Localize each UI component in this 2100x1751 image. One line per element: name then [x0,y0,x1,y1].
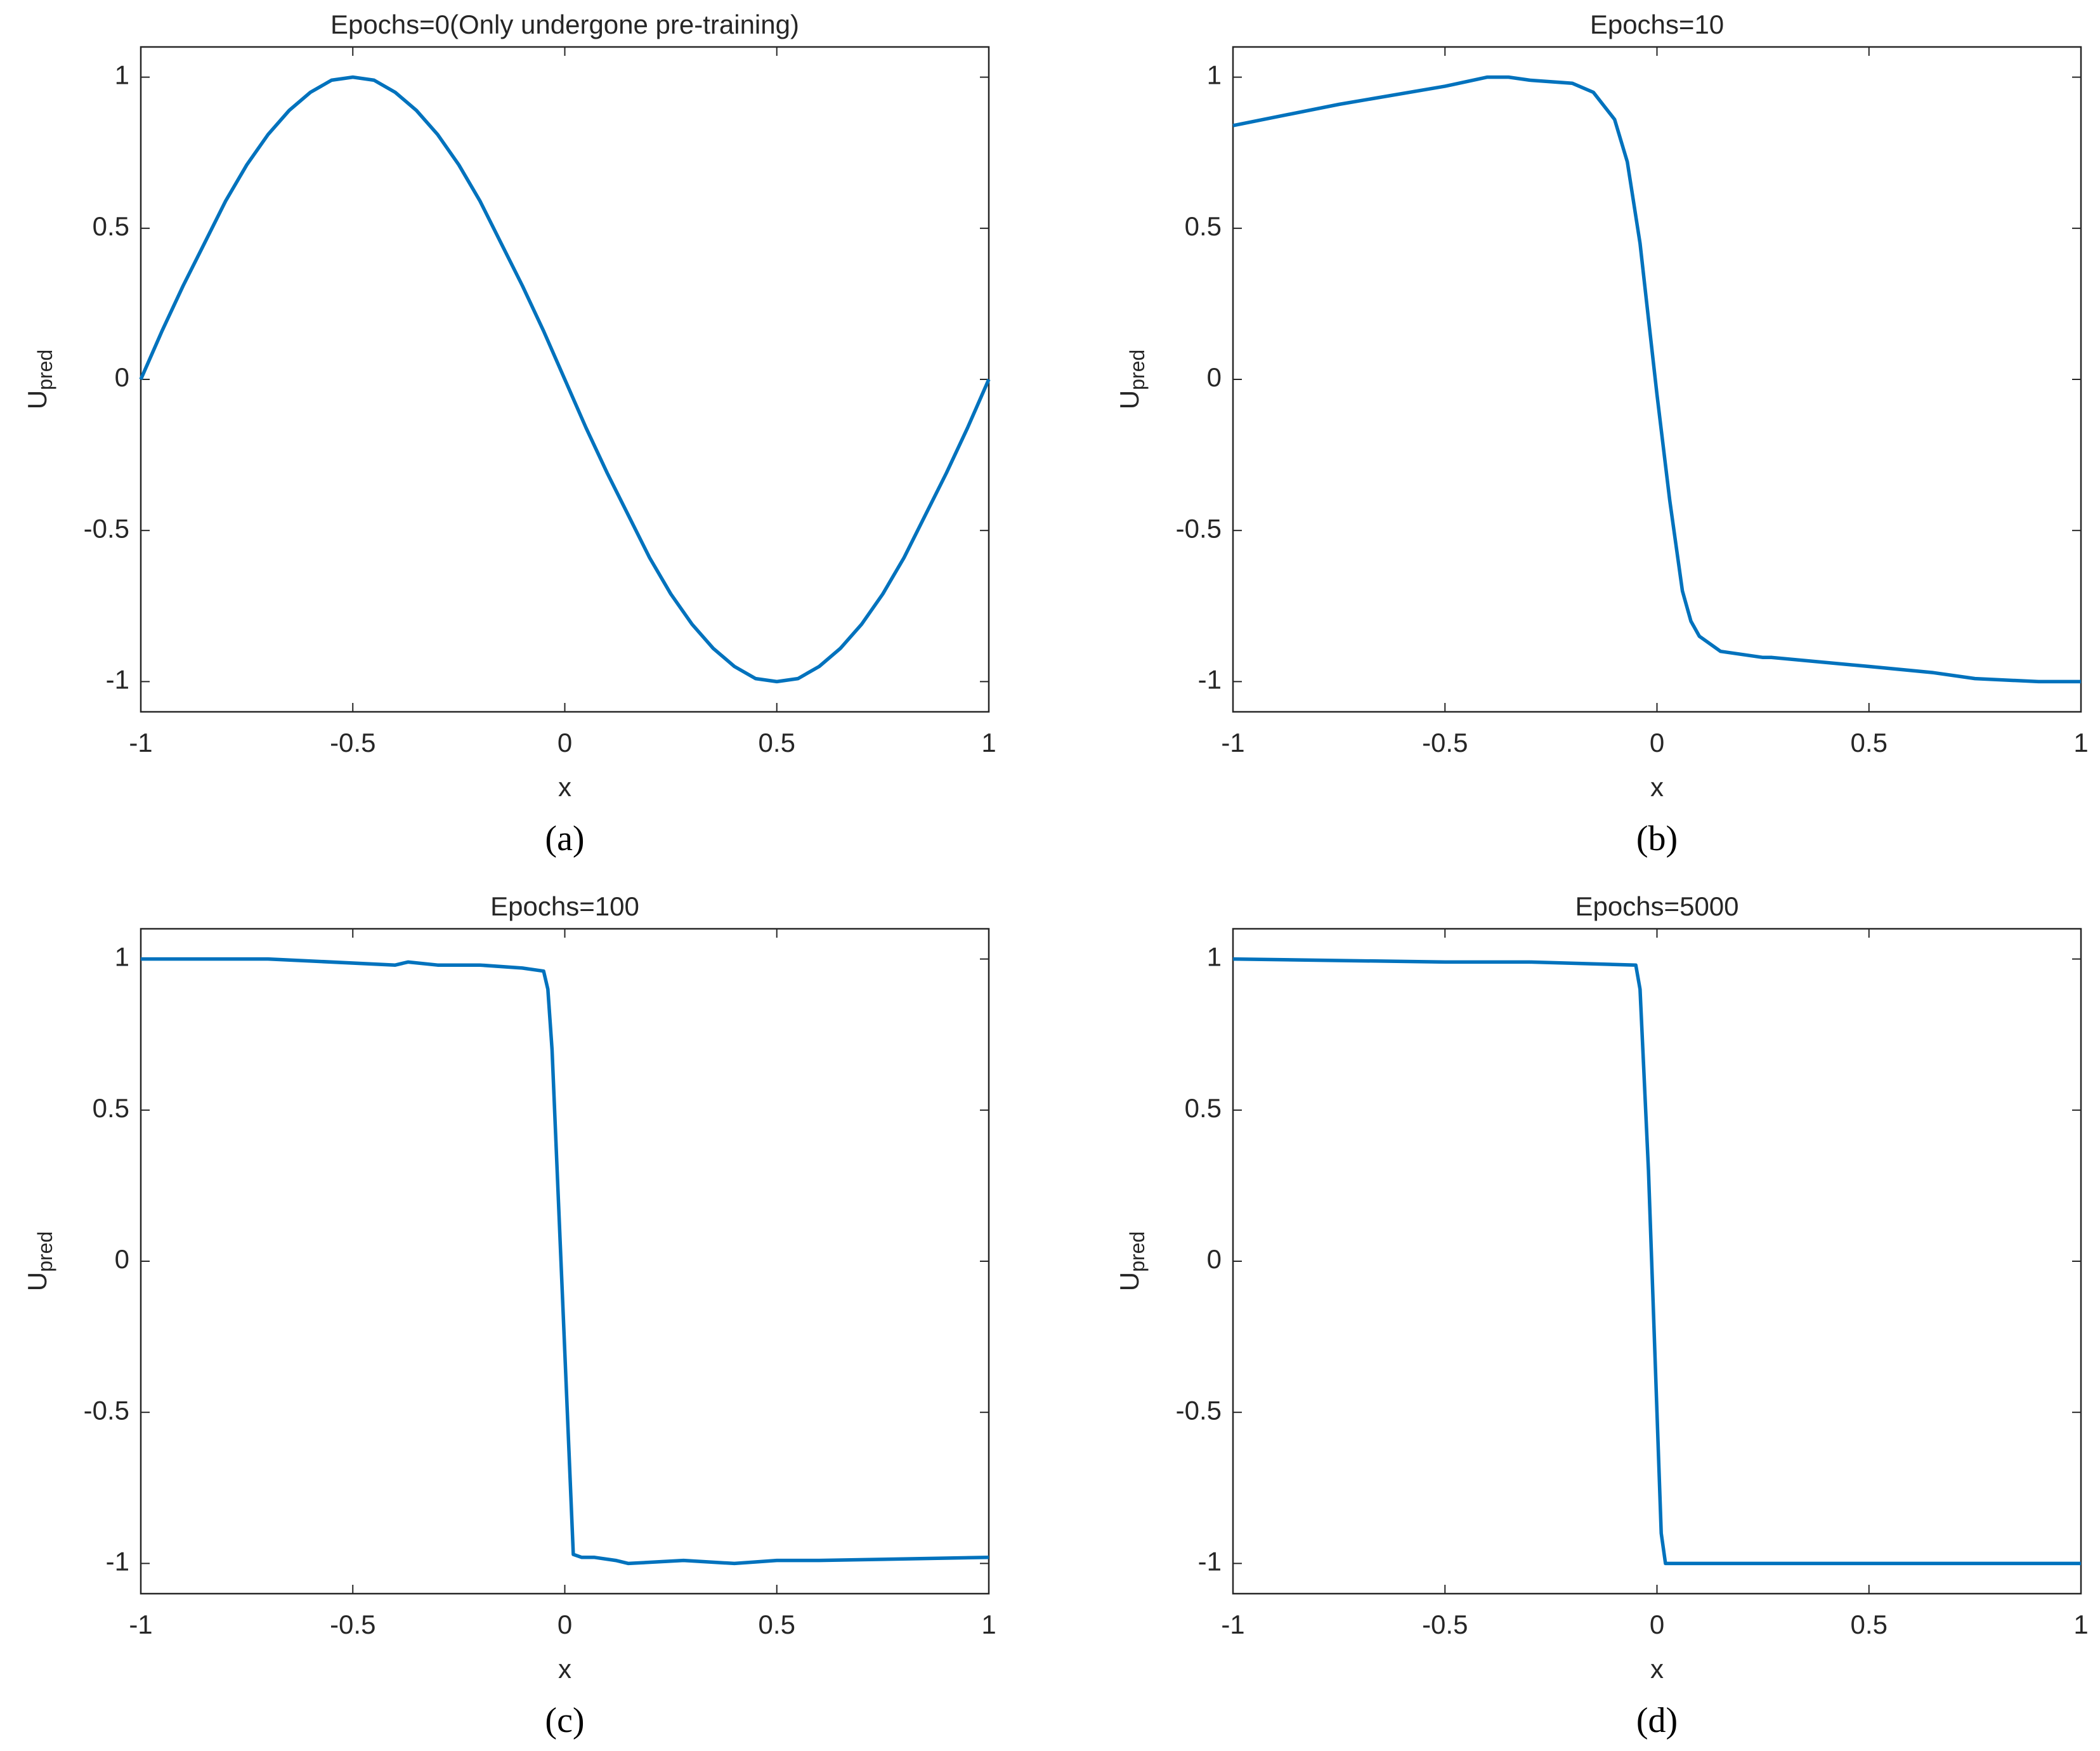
y-axis-label-subscript: pred [34,350,56,390]
y-axis-label: Upred [1114,350,1149,409]
y-axis-label: Upred [22,350,56,409]
y-tick-label: -0.5 [1176,513,1222,543]
subplot: -1 -0.5 0 0.5 1 -1 -0.5 0 0.5 1 Epochs=0(Only unde… [22,10,996,858]
y-axis-label-subscript: pred [1126,350,1149,390]
y-tick-label: -0.5 [84,513,129,543]
y-tick-label: -0.5 [84,1395,129,1425]
caption: (a) [545,819,584,858]
x-tick-label: -1 [1221,1610,1244,1639]
data-line [1232,957,2081,1566]
y-tick-label: 0.5 [93,211,129,241]
y-tick-label: 0 [1207,362,1222,392]
y-tick-label: 1 [1207,60,1222,90]
x-tick-label: -1 [129,1610,152,1639]
y-tick-label: 0 [1207,1244,1222,1274]
y-tick-label: 0.5 [93,1093,129,1123]
y-tick-label: 0 [115,362,129,392]
x-tick-label: 0.5 [1851,1610,1888,1639]
axes-box [1232,46,2082,713]
x-tick-label: -1 [129,728,152,757]
x-tick-label: 1 [981,728,996,757]
subplot: -1 -0.5 0 0.5 1 -1 -0.5 0 0.5 1 Epochs=100 x Upred (c… [22,891,996,1740]
x-axis-label: x [1650,1654,1664,1684]
y-axis-label-main: U [22,390,52,409]
subplot: -1 -0.5 0 0.5 1 -1 -0.5 0 0.5 1 Epochs=5000 x Upred (… [1114,891,2089,1740]
caption: (c) [545,1701,584,1740]
x-tick-label: 0.5 [1851,728,1888,757]
x-tick-label: 1 [2073,728,2088,757]
x-tick-label: 0 [1650,1610,1664,1639]
y-axis-label-subscript: pred [34,1231,56,1272]
x-tick-label: 0.5 [759,728,795,757]
x-tick-label: 0.5 [759,1610,795,1639]
x-tick-label: 0 [558,1610,572,1639]
x-axis-label: x [558,772,571,802]
y-axis-label-main: U [22,1272,52,1291]
x-tick-label: -1 [1221,728,1244,757]
caption: (d) [1636,1701,1678,1740]
x-axis-label: x [558,1654,571,1684]
y-tick-label: -1 [106,1546,129,1576]
y-axis-label: Upred [1114,1231,1149,1291]
x-tick-label: 1 [2073,1610,2088,1639]
y-tick-label: 1 [115,942,129,972]
chart-title: Epochs=10 [1590,10,1724,39]
y-tick-label: -1 [1198,664,1222,694]
chart-title: Epochs=5000 [1575,891,1738,921]
y-tick-label: 1 [1207,942,1222,972]
x-tick-label: -0.5 [330,728,375,757]
chart-title: Epochs=0(Only undergone pre-training) [330,10,799,39]
data-line [141,957,989,1566]
y-tick-label: 0 [115,1244,129,1274]
x-tick-label: -0.5 [1422,728,1468,757]
chart-title: Epochs=100 [490,891,639,921]
y-axis-label-main: U [1114,390,1144,409]
y-tick-label: -1 [1198,1546,1222,1576]
x-tick-label: 1 [981,1610,996,1639]
x-tick-label: -0.5 [1422,1610,1468,1639]
y-tick-label: 0.5 [1185,1093,1222,1123]
y-axis-label-subscript: pred [1126,1231,1149,1272]
x-tick-label: 0 [1650,728,1664,757]
x-tick-label: -0.5 [330,1610,375,1639]
subplot: -1 -0.5 0 0.5 1 -1 -0.5 0 0.5 1 Epochs=10 x Upred (b) [1114,10,2089,858]
y-tick-label: 0.5 [1185,211,1222,241]
y-axis-label: Upred [22,1231,56,1291]
y-tick-label: 1 [115,60,129,90]
x-tick-label: 0 [558,728,572,757]
y-tick-label: -1 [106,664,129,694]
caption: (b) [1636,819,1678,858]
y-tick-label: -0.5 [1176,1395,1222,1425]
axes-box [1232,928,2082,1595]
data-line [139,75,991,684]
y-axis-label-main: U [1114,1272,1144,1291]
axes-box [140,928,990,1595]
data-line [1232,75,2081,684]
x-axis-label: x [1650,772,1664,802]
